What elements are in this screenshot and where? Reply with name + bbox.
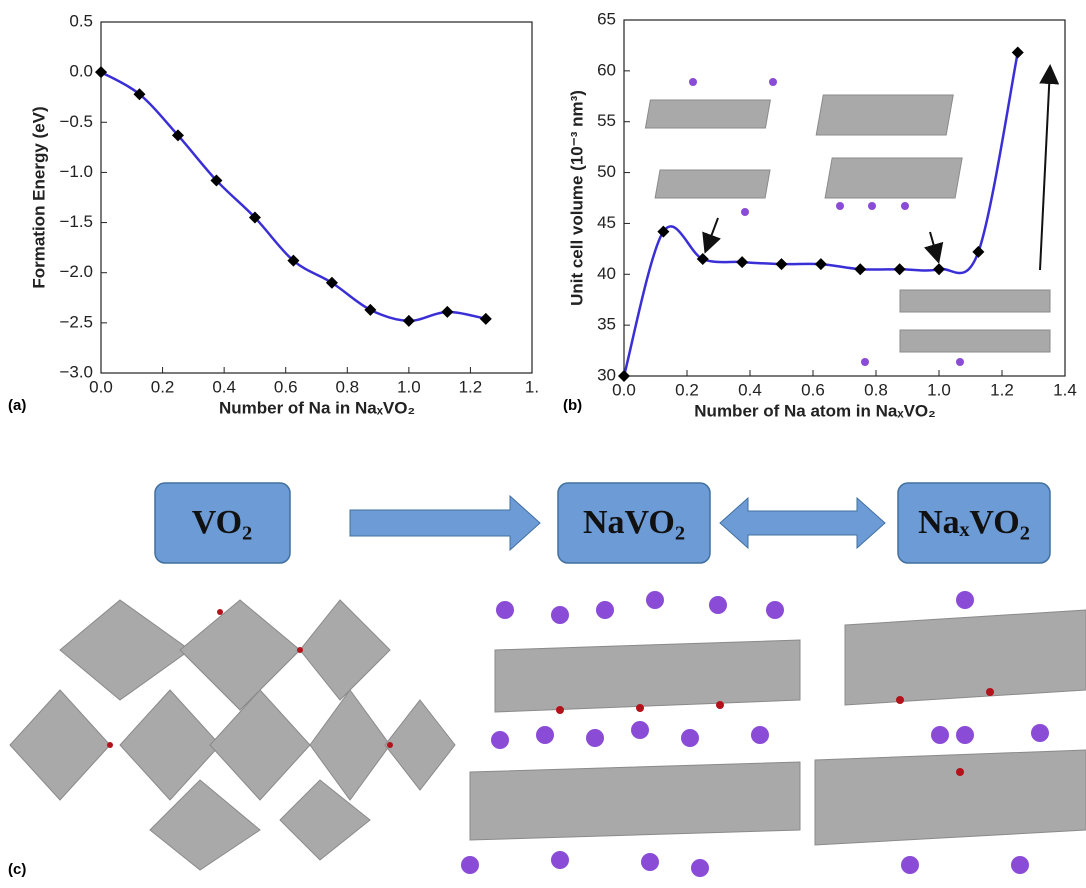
marker	[480, 313, 492, 325]
structure-naxvo2	[815, 591, 1086, 874]
y-tick-label: 65	[597, 9, 616, 28]
y-tick-label: −0.5	[59, 112, 93, 131]
panel-label: (a)	[8, 397, 26, 414]
x-tick-label: 0.4	[212, 377, 236, 396]
x-tick-label: 0.0	[89, 377, 113, 396]
figure: (a) (b) (c) VO₂ NaVO₂ NaₓVO₂	[0, 0, 1086, 883]
x-tick-label: 0.4	[738, 380, 762, 399]
x-tick-label: 0.6	[274, 377, 298, 396]
marker	[854, 263, 866, 275]
structure-vo2	[10, 600, 455, 870]
plot-frame	[101, 22, 532, 373]
marker	[972, 246, 984, 258]
marker	[441, 306, 453, 318]
y-tick-label: −2.5	[59, 312, 93, 331]
box-label: VO₂	[192, 504, 253, 541]
diagram: VO₂ NaVO₂ NaₓVO₂	[10, 483, 1086, 877]
x-tick-label: 1.	[525, 377, 539, 396]
y-tick-label: 55	[597, 111, 616, 130]
x-tick-label: 0.6	[801, 380, 825, 399]
x-tick-label: 1.2	[990, 380, 1014, 399]
x-tick-label: 0.8	[335, 377, 359, 396]
x-tick-label: 1.4	[1053, 380, 1077, 399]
x-tick-label: 0.2	[675, 380, 699, 399]
y-tick-label: 0.0	[69, 62, 93, 81]
marker	[776, 258, 788, 270]
marker	[364, 304, 376, 316]
y-tick-label: 40	[597, 264, 616, 283]
y-tick-label: 60	[597, 60, 616, 79]
marker	[1012, 47, 1024, 59]
x-tick-label: 1.2	[459, 377, 483, 396]
series-line	[101, 72, 486, 321]
x-tick-label: 1.0	[397, 377, 421, 396]
box-label: NaₓVO₂	[918, 504, 1030, 541]
inset-structures	[645, 78, 1050, 366]
x-tick-label: 0.2	[151, 377, 175, 396]
marker	[95, 66, 107, 78]
y-tick-label: 0.5	[69, 11, 93, 30]
y-tick-label: −3.0	[59, 362, 93, 381]
y-tick-label: −1.5	[59, 212, 93, 231]
marker	[736, 256, 748, 268]
x-axis-label: Number of Na atom in NaₓVO₂	[694, 401, 935, 420]
y-axis-label: Formation Energy (eV)	[29, 106, 48, 288]
panel-label: (c)	[8, 861, 26, 878]
y-tick-label: 45	[597, 213, 616, 232]
y-tick-label: 50	[597, 162, 616, 181]
marker	[403, 315, 415, 327]
y-tick-label: −2.0	[59, 262, 93, 281]
arrow	[350, 496, 540, 550]
panel-label: (b)	[563, 397, 582, 414]
x-tick-label: 0.8	[864, 380, 888, 399]
marker	[894, 263, 906, 275]
x-tick-label: 1.0	[927, 380, 951, 399]
marker	[933, 263, 945, 275]
y-axis-label: Unit cell volume (10⁻³ nm³)	[567, 90, 586, 306]
y-tick-label: −1.0	[59, 162, 93, 181]
arrow	[720, 498, 885, 548]
x-axis-label: Number of Na in NaₓVO₂	[219, 398, 415, 417]
box-label: NaVO₂	[583, 504, 685, 541]
structure-navo2	[461, 591, 800, 877]
x-tick-label: 0.0	[612, 380, 636, 399]
marker	[815, 258, 827, 270]
y-tick-label: 35	[597, 315, 616, 334]
